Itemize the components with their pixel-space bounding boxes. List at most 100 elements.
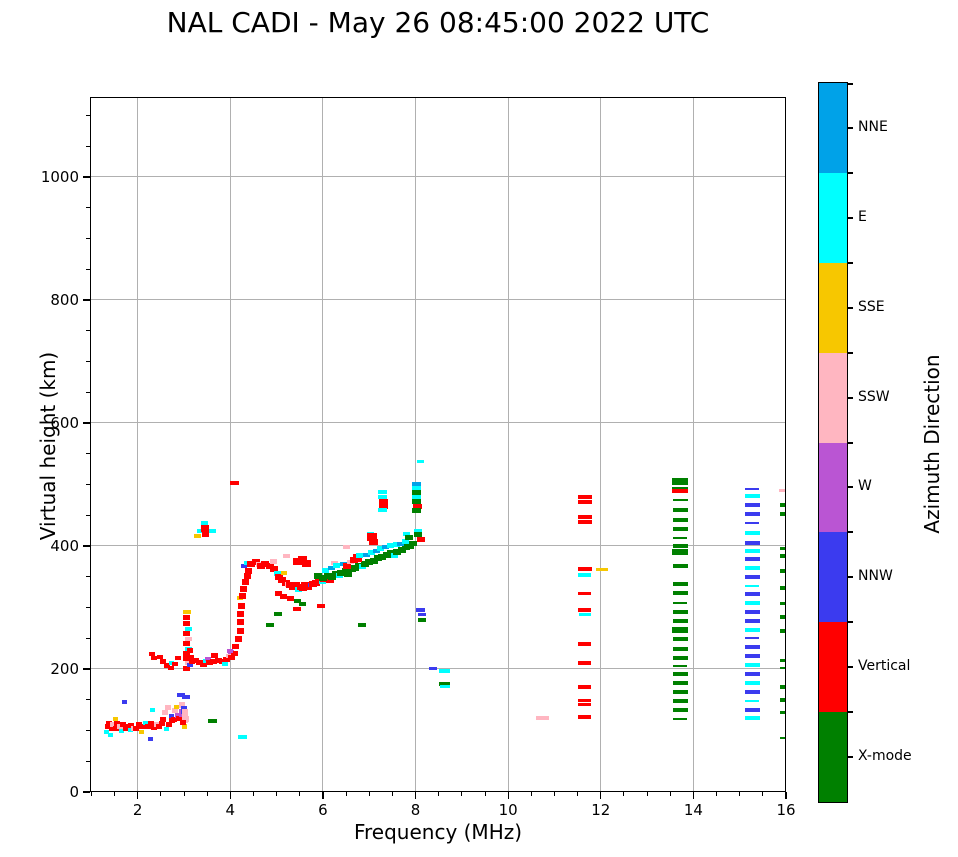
- data-point: [186, 648, 193, 654]
- y-axis-minor-tick: [86, 237, 90, 239]
- data-point: [409, 541, 418, 547]
- y-axis-minor-tick: [86, 114, 90, 116]
- data-point: [119, 721, 126, 727]
- data-point: [236, 610, 244, 617]
- data-point: [672, 681, 688, 686]
- data-point: [168, 660, 174, 665]
- data-point: [181, 708, 188, 723]
- data-point: [744, 540, 760, 545]
- data-point: [672, 543, 688, 548]
- y-axis-minor-tick: [86, 330, 90, 332]
- data-point: [232, 644, 240, 650]
- data-point: [417, 617, 426, 622]
- data-point: [230, 651, 238, 657]
- data-point: [247, 561, 256, 568]
- data-point: [237, 735, 247, 740]
- data-point: [779, 601, 786, 605]
- data-point: [577, 515, 592, 520]
- data-point: [238, 593, 246, 600]
- data-point: [577, 495, 592, 500]
- data-point: [373, 555, 382, 562]
- data-point: [160, 659, 167, 665]
- data-point: [343, 562, 351, 569]
- data-point: [200, 520, 208, 525]
- scatter-points-layer: [90, 97, 786, 792]
- data-point: [241, 578, 249, 585]
- x-axis-tick-label: 12: [591, 801, 611, 819]
- data-point: [404, 534, 413, 540]
- colorbar-boundary-tick: [848, 172, 853, 175]
- x-axis-tick: [414, 792, 417, 799]
- data-point: [157, 654, 164, 659]
- x-axis-tick: [507, 792, 509, 799]
- colorbar-segment-nne: [819, 83, 847, 174]
- y-axis-tick: [83, 668, 90, 670]
- data-point: [672, 508, 688, 513]
- colorbar-boundary-tick: [848, 262, 853, 264]
- colorbar-tick: [848, 486, 853, 489]
- data-point: [208, 719, 218, 724]
- colorbar-boundary-tick: [848, 441, 853, 444]
- colorbar-boundary-tick: [848, 82, 853, 85]
- y-axis-tick: [83, 176, 90, 178]
- data-point: [377, 545, 385, 551]
- colorbar-segment-sse: [819, 262, 847, 353]
- data-point: [391, 553, 399, 559]
- data-point: [358, 622, 367, 627]
- x-axis-minor-tick: [438, 792, 440, 796]
- data-point: [392, 542, 400, 548]
- data-point: [265, 622, 274, 627]
- y-axis-tick: [83, 545, 90, 547]
- data-point: [412, 486, 422, 491]
- x-axis-minor-tick: [391, 792, 393, 796]
- data-point: [167, 665, 174, 670]
- data-point: [744, 619, 760, 624]
- data-point: [292, 558, 302, 566]
- data-point: [382, 551, 391, 558]
- data-point: [672, 489, 689, 494]
- y-axis-minor-tick: [86, 360, 90, 362]
- colorbar-tick: [848, 217, 853, 220]
- data-point: [402, 531, 410, 536]
- data-point: [270, 566, 279, 573]
- data-point: [243, 572, 251, 579]
- data-point: [265, 563, 274, 570]
- data-point: [139, 724, 146, 730]
- x-axis-minor-tick: [345, 792, 347, 796]
- data-point: [578, 607, 592, 612]
- x-axis-tick: [785, 792, 787, 799]
- data-point: [200, 525, 209, 533]
- x-axis-tick: [137, 792, 139, 799]
- data-point: [779, 667, 786, 670]
- data-point: [779, 512, 786, 516]
- colorbar-title: Azimuth Direction: [920, 354, 944, 534]
- data-point: [316, 603, 325, 608]
- gridline-horizontal: [90, 299, 786, 301]
- data-point: [578, 698, 592, 702]
- data-point: [292, 582, 301, 589]
- data-point: [133, 725, 140, 731]
- data-point: [779, 546, 786, 550]
- data-point: [256, 562, 265, 569]
- data-point: [744, 512, 760, 516]
- data-point: [314, 572, 323, 579]
- data-point: [381, 545, 389, 550]
- data-point: [318, 574, 327, 581]
- data-point: [103, 729, 109, 734]
- data-point: [127, 728, 133, 733]
- data-point: [779, 586, 786, 591]
- data-point: [578, 572, 592, 577]
- colorbar-tick: [848, 665, 853, 668]
- data-point: [174, 655, 181, 660]
- data-point: [412, 482, 422, 487]
- data-point: [401, 538, 409, 544]
- data-point: [412, 489, 422, 495]
- y-axis-minor-tick: [86, 514, 90, 516]
- data-point: [201, 532, 209, 538]
- x-axis-minor-tick: [299, 792, 301, 796]
- colorbar-category-label: SSE: [858, 298, 885, 315]
- colorbar-category-label: NNW: [858, 568, 893, 585]
- colorbar-category-label: SSW: [858, 388, 890, 405]
- data-point: [171, 716, 178, 722]
- data-point: [183, 620, 191, 626]
